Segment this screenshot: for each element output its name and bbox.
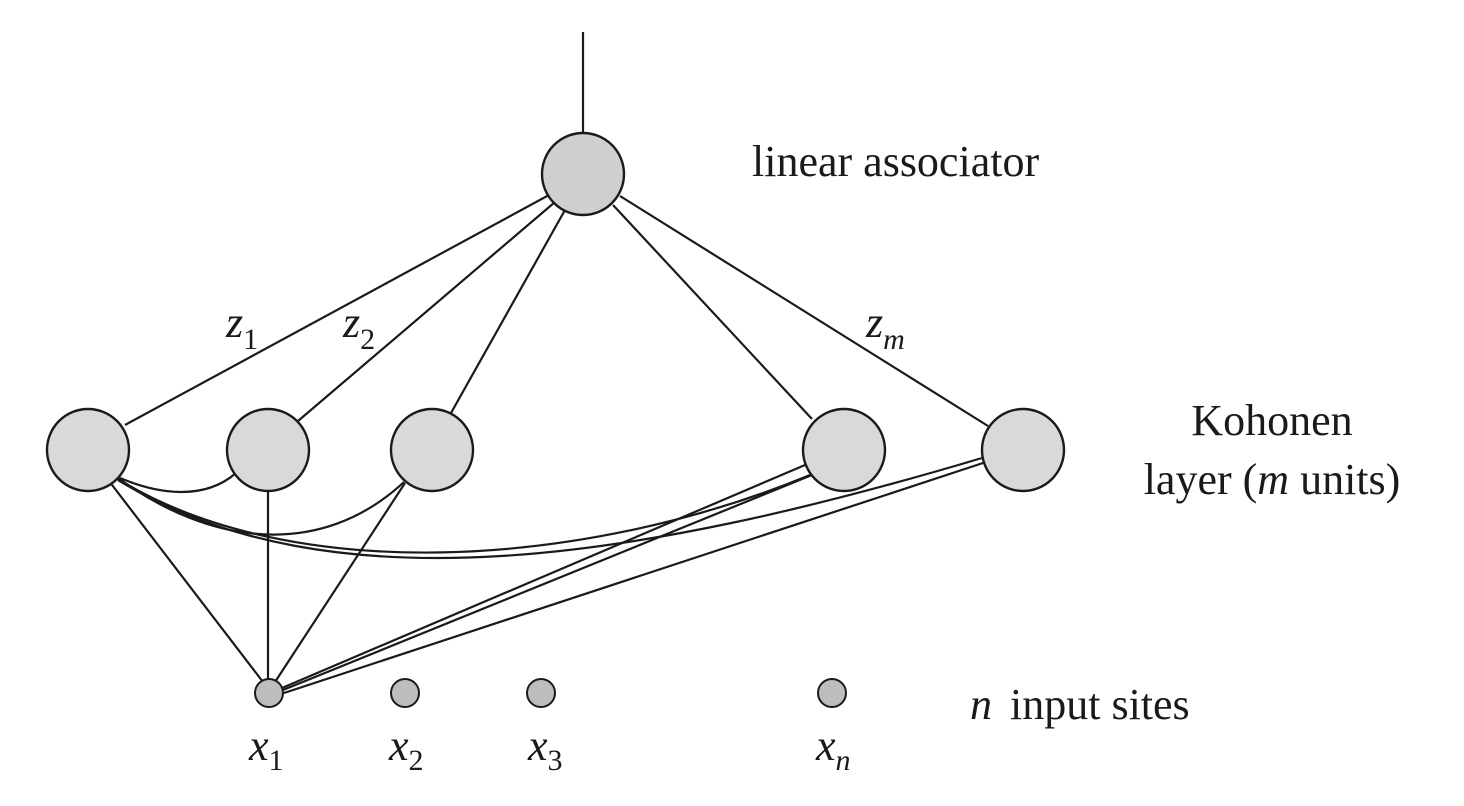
lateral-edge-1-4 — [117, 473, 811, 554]
weight-zm-var: z — [865, 298, 883, 347]
kohonen-label-var: m — [1257, 455, 1289, 504]
input-x2-sub: 2 — [409, 744, 424, 777]
weight-label-zm: zm — [865, 298, 905, 356]
input-site-x1 — [254, 678, 284, 708]
edge-x1-unit-1 — [108, 480, 264, 683]
edge-x1-unit-4b — [282, 473, 813, 692]
kohonen-unit-3 — [389, 407, 475, 493]
kohonen-unit-4 — [801, 407, 887, 493]
input-sites — [254, 678, 847, 708]
input-sites-label: n input sites — [970, 680, 1190, 729]
input-x3-sub: 3 — [548, 744, 563, 777]
weight-z2-sub: 2 — [360, 323, 375, 356]
edge-associator-unit-2 — [297, 201, 556, 422]
kohonen-label-pre: layer ( — [1144, 455, 1258, 504]
associator-edges — [124, 194, 989, 427]
edge-associator-unit-4 — [612, 204, 813, 420]
edge-associator-unit-3 — [450, 209, 566, 414]
input-label-x2: x2 — [388, 721, 424, 777]
input-label-x1: x1 — [248, 721, 284, 777]
weight-label-z2: z2 — [342, 298, 375, 356]
input-label-x3: x3 — [527, 721, 563, 777]
kohonen-unit-1 — [45, 407, 131, 493]
lateral-edge-1-5 — [117, 456, 983, 560]
kohonen-layer — [45, 407, 1066, 493]
input-sites-var: n — [970, 680, 992, 729]
input-label-xn: xn — [815, 721, 851, 777]
linear-associator-label: linear associator — [752, 137, 1039, 186]
weight-z2-var: z — [342, 298, 360, 347]
kohonen-label-post: units) — [1289, 455, 1400, 504]
weight-label-z1: z1 — [225, 298, 258, 356]
input-x1-var: x — [248, 721, 269, 770]
input-x1-sub: 1 — [269, 744, 284, 777]
input-site-xn — [817, 678, 847, 708]
lateral-connections — [117, 456, 983, 560]
edge-x1-unit-5 — [283, 461, 984, 695]
input-x3-var: x — [527, 721, 548, 770]
kohonen-unit-2 — [225, 407, 311, 493]
edge-associator-unit-1 — [124, 194, 550, 426]
kohonen-label-line2: layer (m units) — [1144, 455, 1401, 504]
input-site-x2 — [390, 678, 420, 708]
input-sites-text: input sites — [1010, 680, 1190, 729]
kohonen-label-line1: Kohonen — [1191, 396, 1352, 445]
input-xn-var: x — [815, 721, 836, 770]
weight-z1-var: z — [225, 298, 243, 347]
kohonen-unit-5 — [980, 407, 1066, 493]
linear-associator-node — [540, 131, 626, 217]
weight-z1-sub: 1 — [243, 323, 258, 356]
edge-associator-unit-5 — [619, 195, 989, 427]
edge-x1-unit-4 — [281, 463, 806, 690]
edge-x1-unit-3 — [274, 482, 406, 683]
input-site-x3 — [526, 678, 556, 708]
lateral-edge-1-2 — [119, 472, 237, 494]
input-x2-var: x — [388, 721, 409, 770]
weight-zm-sub: m — [883, 323, 905, 356]
input-xn-sub: n — [836, 744, 851, 777]
input-edges — [108, 461, 984, 695]
